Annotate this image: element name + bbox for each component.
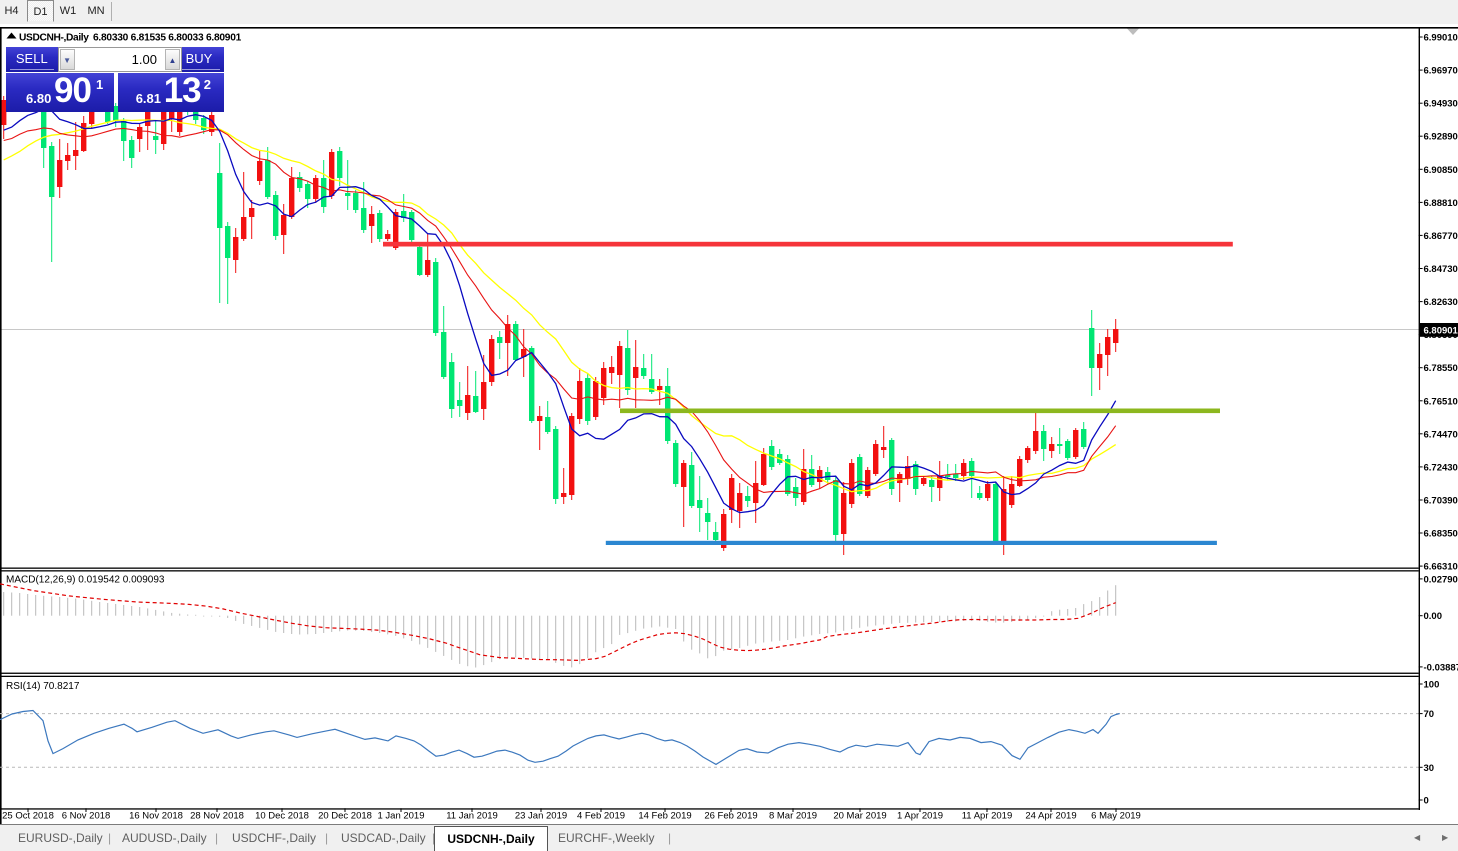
svg-text:6.74470: 6.74470 <box>1424 429 1458 440</box>
svg-text:6.68350: 6.68350 <box>1424 529 1458 540</box>
svg-text:6.70390: 6.70390 <box>1424 496 1458 507</box>
svg-text:28 Nov 2018: 28 Nov 2018 <box>190 811 244 822</box>
svg-text:6.82630: 6.82630 <box>1424 297 1458 308</box>
svg-text:6.66310: 6.66310 <box>1424 562 1458 573</box>
svg-text:20 Mar 2019: 20 Mar 2019 <box>833 811 886 822</box>
svg-text:0: 0 <box>1424 796 1429 807</box>
svg-text:25 Oct 2018: 25 Oct 2018 <box>2 811 54 822</box>
svg-text:6 May 2019: 6 May 2019 <box>1091 811 1141 822</box>
svg-text:1 Jan 2019: 1 Jan 2019 <box>377 811 424 822</box>
svg-text:6.94930: 6.94930 <box>1424 99 1458 110</box>
svg-text:6.76510: 6.76510 <box>1424 396 1458 407</box>
svg-text:6.99010: 6.99010 <box>1424 33 1458 44</box>
svg-text:0.027908: 0.027908 <box>1424 574 1458 585</box>
svg-text:20 Dec 2018: 20 Dec 2018 <box>318 811 372 822</box>
svg-text:-0.03887: -0.03887 <box>1424 662 1458 673</box>
svg-text:USDCNH-,Daily: USDCNH-,Daily <box>19 33 89 44</box>
svg-text:RSI(14) 70.8217: RSI(14) 70.8217 <box>6 681 80 692</box>
svg-text:6.84730: 6.84730 <box>1424 264 1458 275</box>
svg-text:10 Dec 2018: 10 Dec 2018 <box>255 811 309 822</box>
svg-text:6.72430: 6.72430 <box>1424 462 1458 473</box>
svg-text:16 Nov 2018: 16 Nov 2018 <box>129 811 183 822</box>
svg-text:1 Apr 2019: 1 Apr 2019 <box>897 811 943 822</box>
svg-text:6.86770: 6.86770 <box>1424 231 1458 242</box>
svg-text:30: 30 <box>1424 763 1435 774</box>
svg-text:4 Feb 2019: 4 Feb 2019 <box>577 811 625 822</box>
svg-text:MACD(12,26,9) 0.019542 0.00909: MACD(12,26,9) 0.019542 0.009093 <box>6 575 165 586</box>
svg-text:8 Mar 2019: 8 Mar 2019 <box>769 811 817 822</box>
svg-text:100: 100 <box>1424 680 1440 691</box>
svg-text:6 Nov 2018: 6 Nov 2018 <box>62 811 111 822</box>
svg-text:6.90850: 6.90850 <box>1424 165 1458 176</box>
svg-text:11 Apr 2019: 11 Apr 2019 <box>962 811 1013 822</box>
svg-text:6.80901: 6.80901 <box>1424 325 1458 336</box>
svg-text:14 Feb 2019: 14 Feb 2019 <box>638 811 691 822</box>
svg-text:11 Jan 2019: 11 Jan 2019 <box>446 811 498 822</box>
svg-text:6.92890: 6.92890 <box>1424 132 1458 143</box>
svg-text:6.88810: 6.88810 <box>1424 198 1458 209</box>
svg-text:26 Feb 2019: 26 Feb 2019 <box>704 811 757 822</box>
svg-text:70: 70 <box>1424 709 1435 720</box>
svg-text:24 Apr 2019: 24 Apr 2019 <box>1025 811 1076 822</box>
svg-text:0.00: 0.00 <box>1424 611 1443 622</box>
svg-text:6.96970: 6.96970 <box>1424 66 1458 77</box>
svg-text:23 Jan 2019: 23 Jan 2019 <box>515 811 567 822</box>
svg-text:6.78550: 6.78550 <box>1424 363 1458 374</box>
svg-text:6.80330 6.81535 6.80033 6.8090: 6.80330 6.81535 6.80033 6.80901 <box>93 33 242 44</box>
